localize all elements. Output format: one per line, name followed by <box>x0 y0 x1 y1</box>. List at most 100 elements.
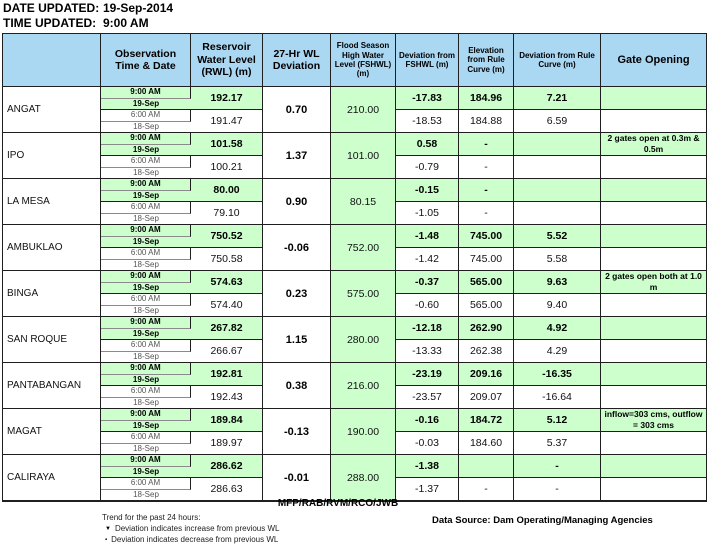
fshwl-value: 280.00 <box>331 317 396 363</box>
column-header-gate-opening: Gate Opening <box>601 34 706 87</box>
obs-time-previous: 6:00 AM <box>101 248 191 260</box>
dam-row: CALIRAYA 9:00 AM 286.62 -0.01 288.00 -1.38- <box>3 455 706 501</box>
dam-row: AMBUKLAO 9:00 AM 750.52 -0.06 752.00 -1.48 745… <box>3 225 706 271</box>
dev-fshwl-current-value: -23.19 <box>396 363 459 386</box>
trend-legend-item: ▼ Deviation indicates increase from prev… <box>102 523 279 534</box>
dev-fshwl-previous-value: -1.42 <box>396 248 459 271</box>
column-header-deviation-fshwl: Deviation from FSHWL (m) <box>396 34 459 87</box>
gate-opening-empty <box>601 110 706 133</box>
dev-rule-curve-current-value: 5.12 <box>514 409 601 432</box>
dev-rule-curve-current-value: -16.35 <box>514 363 601 386</box>
trend-legend: Trend for the past 24 hours: ▼ Deviation… <box>102 512 279 545</box>
elev-rule-curve-previous-value: 209.07 <box>459 386 514 409</box>
fshwl-value: 216.00 <box>331 363 396 409</box>
dam-row: 18-Sep <box>3 121 706 133</box>
gate-opening-empty <box>601 294 706 317</box>
trend-legend-item-text: Deviation indicates decrease from previo… <box>111 535 279 544</box>
dam-row: 6:00 AM 189.97 -0.03 184.60 5.37 <box>3 432 706 455</box>
obs-time-previous: 6:00 AM <box>101 202 191 214</box>
dev-rule-curve-previous-value: 5.58 <box>514 248 601 271</box>
obs-time-current: 9:00 AM <box>101 409 191 421</box>
obs-date-previous: 18-Sep <box>101 167 191 179</box>
time-updated-label: TIME UPDATED: <box>3 16 97 30</box>
wl-deviation-27hr-value: -0.01 <box>263 455 331 501</box>
elev-rule-curve-current-value: 745.00 <box>459 225 514 248</box>
dam-row: 18-Sep <box>3 351 706 363</box>
obs-date-current: 19-Sep <box>101 98 191 110</box>
dam-row: 18-Sep <box>3 489 706 501</box>
dev-rule-curve-previous-value: 4.29 <box>514 340 601 363</box>
obs-time-current: 9:00 AM <box>101 363 191 375</box>
dam-row: BINGA 9:00 AM 574.63 0.23 575.00 -0.37 565.00 9… <box>3 271 706 317</box>
elev-rule-curve-current-value: 184.96 <box>459 87 514 110</box>
dev-fshwl-current-value: -0.16 <box>396 409 459 432</box>
elev-rule-curve-previous-value: 262.38 <box>459 340 514 363</box>
gate-opening-empty <box>601 202 706 225</box>
date-updated-value: 19-Sep-2014 <box>103 1 174 15</box>
time-updated-line: TIME UPDATED: 9:00 AM <box>3 16 173 31</box>
rwl-current-value: 101.58 <box>191 133 263 156</box>
data-source-note: Data Source: Dam Operating/Managing Agen… <box>432 515 653 526</box>
obs-time-current: 9:00 AM <box>101 133 191 145</box>
fshwl-value: 210.00 <box>331 87 396 133</box>
obs-time-previous: 6:00 AM <box>101 432 191 444</box>
gate-opening-note <box>601 179 706 202</box>
obs-time-current: 9:00 AM <box>101 225 191 237</box>
dam-row: 19-Sep <box>3 144 706 156</box>
obs-time-previous: 6:00 AM <box>101 110 191 122</box>
dev-fshwl-previous-value: -1.05 <box>396 202 459 225</box>
dam-row: 6:00 AM 266.67 -13.33 262.38 4.29 <box>3 340 706 363</box>
dev-rule-curve-previous-value: 9.40 <box>514 294 601 317</box>
rwl-previous-value: 750.58 <box>191 248 263 271</box>
update-info: DATE UPDATED: 19-Sep-2014 TIME UPDATED: … <box>3 1 173 31</box>
dam-row: 19-Sep <box>3 98 706 110</box>
dam-row: 6:00 AM 191.47 -18.53 184.88 6.59 <box>3 110 706 133</box>
obs-time-current: 9:00 AM <box>101 87 191 99</box>
wl-deviation-27hr-value: -0.13 <box>263 409 331 455</box>
trend-legend-title: Trend for the past 24 hours: <box>102 513 201 522</box>
column-header-dam <box>3 34 101 87</box>
column-header-rwl: Reservoir Water Level (RWL) (m) <box>191 34 263 87</box>
dev-fshwl-current-value: -1.48 <box>396 225 459 248</box>
gate-opening-note <box>601 455 706 478</box>
obs-time-current: 9:00 AM <box>101 271 191 283</box>
rwl-current-value: 189.84 <box>191 409 263 432</box>
obs-date-current: 19-Sep <box>101 282 191 294</box>
dev-rule-curve-previous-value: - <box>514 478 601 501</box>
obs-time-previous: 6:00 AM <box>101 340 191 352</box>
wl-deviation-27hr-value: 0.23 <box>263 271 331 317</box>
dam-row: 6:00 AM 574.40 -0.60 565.00 9.40 <box>3 294 706 317</box>
dam-table-body: ANGAT 9:00 AM 192.17 0.70 210.00 -17.83 184.96… <box>3 87 706 501</box>
obs-time-previous: 6:00 AM <box>101 478 191 490</box>
dev-fshwl-current-value: -17.83 <box>396 87 459 110</box>
dam-row: 19-Sep <box>3 466 706 478</box>
dev-fshwl-previous-value: -18.53 <box>396 110 459 133</box>
dev-fshwl-previous-value: -23.57 <box>396 386 459 409</box>
obs-date-previous: 18-Sep <box>101 443 191 455</box>
gate-opening-empty <box>601 248 706 271</box>
rwl-current-value: 80.00 <box>191 179 263 202</box>
dam-row: MAGAT 9:00 AM 189.84 -0.13 190.00 -0.16 184.72… <box>3 409 706 455</box>
dev-rule-curve-previous-value <box>514 202 601 225</box>
dev-rule-curve-current-value: 9.63 <box>514 271 601 294</box>
time-updated-value: 9:00 AM <box>103 16 149 30</box>
obs-time-current: 9:00 AM <box>101 455 191 467</box>
dam-status-table: Observation Time & Date Reservoir Water … <box>3 34 706 501</box>
dam-row: 18-Sep <box>3 167 706 179</box>
column-header-deviation-rule-curve: Deviation from Rule Curve (m) <box>514 34 601 87</box>
fshwl-value: 80.15 <box>331 179 396 225</box>
dam-row: 18-Sep <box>3 305 706 317</box>
wl-deviation-27hr-value: 0.70 <box>263 87 331 133</box>
gate-opening-empty <box>601 432 706 455</box>
rwl-current-value: 750.52 <box>191 225 263 248</box>
dam-row: 19-Sep <box>3 190 706 202</box>
obs-date-current: 19-Sep <box>101 144 191 156</box>
dam-row: 6:00 AM 79.10 -1.05- <box>3 202 706 225</box>
dev-rule-curve-current-value: 5.52 <box>514 225 601 248</box>
dam-name: AMBUKLAO <box>3 225 101 271</box>
gate-opening-note <box>601 87 706 110</box>
dam-row: SAN ROQUE 9:00 AM 267.82 1.15 280.00 -12.18 26… <box>3 317 706 363</box>
dam-name: CALIRAYA <box>3 455 101 501</box>
dam-row: 6:00 AM 750.58 -1.42 745.00 5.58 <box>3 248 706 271</box>
gate-opening-note: inflow=303 cms, outflow = 303 cms <box>601 409 706 432</box>
